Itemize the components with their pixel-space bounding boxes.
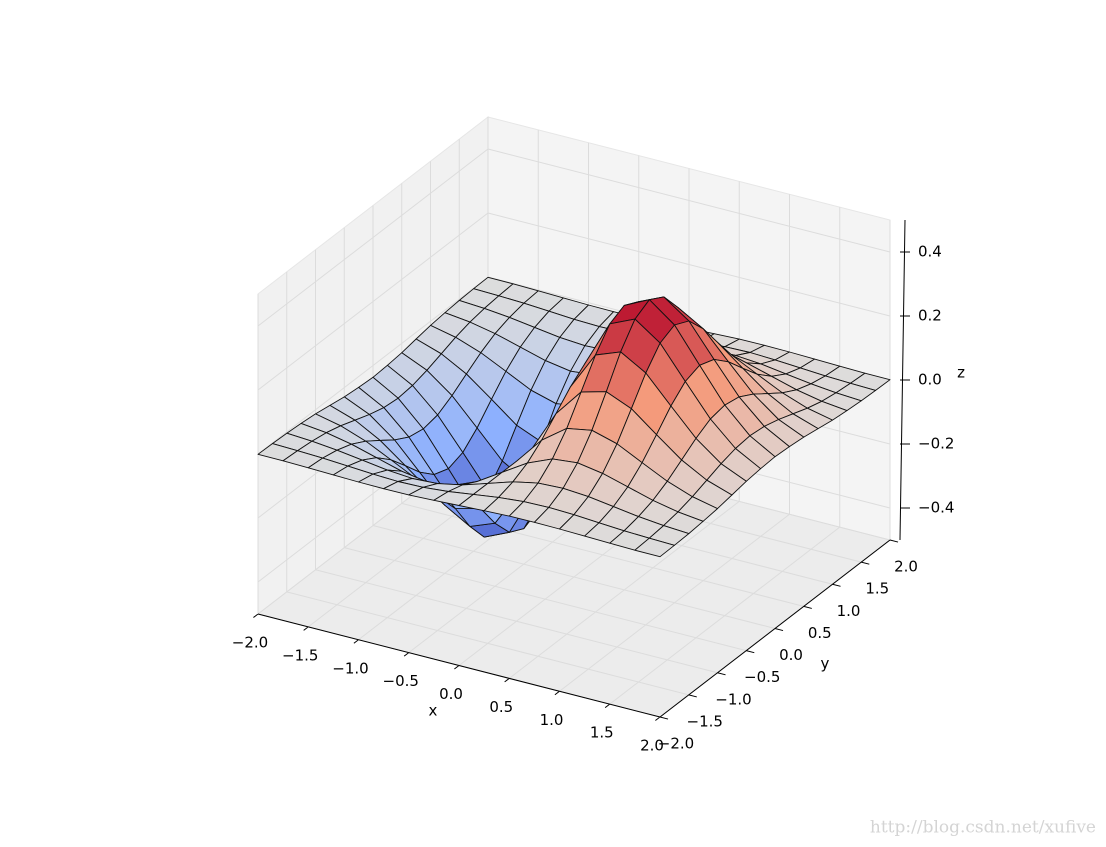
y-tick xyxy=(659,716,669,720)
x-tick-label: 0.0 xyxy=(439,685,463,703)
y-axis-line xyxy=(659,539,891,718)
y-tick-label: −1.0 xyxy=(715,690,751,708)
x-tick-label: −0.5 xyxy=(383,672,419,690)
x-tick xyxy=(403,652,410,657)
y-tick-label: −2.0 xyxy=(658,735,694,753)
plot-area xyxy=(253,115,910,721)
x-tick-label: 0.5 xyxy=(489,698,513,716)
grid-line xyxy=(344,547,747,652)
z-axis-label: z xyxy=(957,364,965,382)
z-tick-label: −0.2 xyxy=(918,435,954,453)
x-tick xyxy=(655,716,661,721)
x-tick-label: −2.0 xyxy=(232,634,268,652)
x-tick xyxy=(303,626,309,631)
x-axis-line xyxy=(257,613,661,718)
grid-line xyxy=(257,276,489,455)
x-tick-label: −1.0 xyxy=(332,659,368,677)
grid-line xyxy=(487,212,891,317)
y-axis-label: y xyxy=(821,655,830,673)
x-tick xyxy=(454,665,460,670)
z-tick-label: 0.2 xyxy=(918,307,942,325)
grid-line xyxy=(286,591,689,696)
x-tick xyxy=(604,703,611,709)
grid-line xyxy=(257,212,489,391)
x-tick xyxy=(253,613,259,618)
x-tick-label: 2.0 xyxy=(640,737,664,755)
y-tick xyxy=(803,605,812,609)
y-tick xyxy=(746,650,755,654)
y-tick xyxy=(861,561,870,565)
z-tick-label: 0.4 xyxy=(918,243,942,261)
y-tick-label: 2.0 xyxy=(894,558,918,576)
z-tick-label: −0.4 xyxy=(918,499,954,517)
y-tick-label: −0.5 xyxy=(744,668,780,686)
y-tick-label: 0.5 xyxy=(808,624,832,642)
y-tick-label: 1.0 xyxy=(837,602,861,620)
y-tick xyxy=(889,539,899,543)
x-tick-label: 1.5 xyxy=(590,724,614,742)
z-tick-label: 0.0 xyxy=(918,371,942,389)
y-tick xyxy=(832,583,841,587)
y-tick xyxy=(688,694,697,698)
y-tick-label: 1.5 xyxy=(865,580,889,598)
surface-patch xyxy=(634,537,675,558)
x-tick xyxy=(554,690,560,696)
x-tick xyxy=(504,677,510,683)
x-tick xyxy=(353,639,359,644)
y-tick-label: 0.0 xyxy=(779,646,803,664)
y-tick xyxy=(774,628,784,632)
y-tick xyxy=(717,672,726,676)
grid-line xyxy=(257,148,489,327)
grid-line xyxy=(315,569,718,674)
grid-line xyxy=(487,148,891,253)
x-tick-label: −1.5 xyxy=(282,646,318,664)
y-tick-label: −1.5 xyxy=(687,712,723,730)
watermark: http://blog.csdn.net/xufive xyxy=(870,818,1096,838)
grid-line xyxy=(372,525,776,629)
x-axis-label: x xyxy=(429,702,438,720)
z-axis-line xyxy=(899,219,906,541)
x-tick-label: 1.0 xyxy=(540,711,564,729)
